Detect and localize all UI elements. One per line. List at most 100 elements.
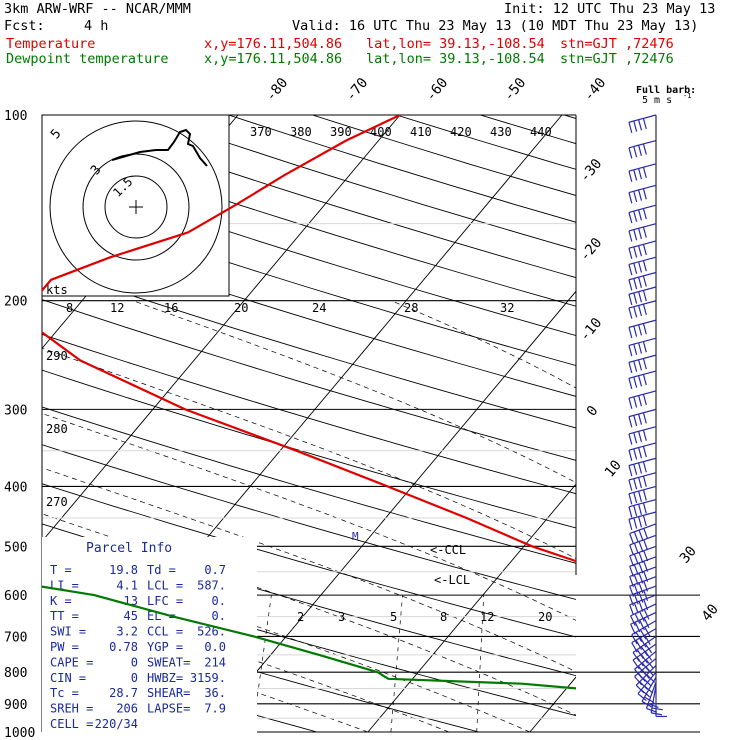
wind-barb-flag	[635, 639, 643, 650]
wind-barb-flag	[643, 609, 650, 620]
wind-barb-staff	[628, 457, 657, 467]
parcel-row-label: YGP =	[147, 640, 183, 654]
wind-barb-staff	[641, 676, 657, 702]
dry-adiabat	[732, 115, 740, 732]
wind-barb	[628, 319, 657, 339]
wind-barb	[628, 472, 657, 491]
isotherm-label: 0	[584, 403, 602, 420]
parcel-row-value: 214	[204, 655, 226, 669]
wind-barb-flag	[642, 358, 647, 370]
wind-barb-flag	[642, 260, 647, 272]
wind-barb-staff	[629, 523, 657, 535]
wind-barb	[628, 354, 657, 374]
wind-barb-flag	[638, 261, 643, 273]
wind-barb	[629, 534, 657, 556]
wind-barb-flag	[643, 617, 650, 629]
wind-barb-flag	[638, 277, 643, 288]
wind-barb	[629, 556, 657, 577]
parcel-row-value: 28.7	[109, 686, 138, 700]
wind-barb-flag	[638, 529, 644, 541]
wind-barb-flag	[638, 541, 644, 553]
wind-barb-flag	[628, 294, 633, 306]
wind-barb-flag	[628, 465, 633, 477]
wind-barb-staff	[631, 628, 657, 644]
parcel-row-label: CCL =	[147, 625, 183, 639]
wind-barb-flag	[642, 226, 647, 238]
wind-barb-flag	[638, 168, 643, 180]
wind-barb-staff	[628, 319, 657, 328]
pressure-tick-label: 900	[4, 698, 27, 713]
wind-barbs	[628, 114, 667, 718]
wind-barb	[628, 256, 657, 276]
wind-barb-flag	[628, 212, 633, 224]
forecast-hour: 4 h	[84, 18, 109, 34]
wind-barb-flag	[643, 590, 649, 602]
temperature-station: stn=GJT ,72476	[560, 36, 674, 52]
wind-barb-flag	[640, 653, 649, 664]
wind-barb-flag	[628, 264, 633, 276]
wind-barb-flag	[638, 431, 643, 443]
dry-adiabat	[42, 333, 576, 495]
wind-barb-flag	[642, 303, 647, 315]
dewpoint-latlon: lat,lon= 39.13,-108.54	[366, 51, 545, 67]
wind-barb-flag	[632, 652, 640, 662]
dry-adiabat	[42, 299, 576, 461]
wind-barb-flag	[642, 118, 647, 130]
theta-label: 430	[490, 125, 512, 139]
pressure-tick-label: 500	[4, 540, 27, 555]
temperature-legend-label: Temperature	[6, 36, 96, 52]
ccl-marker: <-CCL	[430, 543, 466, 557]
isotherm-line	[692, 115, 740, 732]
wind-barb-staff	[628, 114, 657, 123]
hodograph: 5 3 1.5 kts	[41, 114, 230, 297]
wind-barb-flag	[629, 595, 635, 607]
parcel-row-label: Tc =	[50, 686, 79, 700]
parcel-row-value: 7.9	[204, 702, 226, 716]
parcel-row-value: 220/34	[95, 717, 138, 731]
wind-barb-flag	[629, 544, 635, 556]
wind-barb	[628, 498, 657, 518]
wind-barb-flag	[629, 604, 635, 616]
hodograph-ring	[104, 175, 168, 239]
wind-barb-flag	[642, 275, 647, 287]
pressure-tick-label: 600	[4, 589, 27, 604]
wind-barb-staff	[629, 534, 657, 546]
hodograph-ring	[49, 120, 223, 294]
wind-barb-flag	[640, 646, 649, 657]
wind-barb-flag	[634, 613, 641, 624]
wind-barb-flag	[642, 429, 647, 441]
wind-barb-flag	[633, 415, 638, 427]
wind-barb-flag	[633, 542, 639, 554]
wind-barb-staff	[628, 300, 657, 309]
wind-barb-staff	[628, 498, 657, 508]
wind-barb-flag	[638, 189, 643, 201]
isotherm-label: -70	[343, 75, 372, 105]
wind-barb-flag	[633, 505, 638, 517]
wind-barb	[629, 523, 657, 545]
wind-barb-flag	[633, 229, 638, 241]
wind-barb-flag	[634, 676, 643, 686]
moist-adiabat	[391, 300, 576, 389]
wind-barb	[628, 163, 657, 182]
wind-barb-flag	[651, 707, 663, 711]
wind-barb-flag	[638, 145, 643, 156]
theta-label: 410	[410, 125, 432, 139]
parcel-row-label: LFC =	[147, 594, 183, 608]
wind-barb-staff	[628, 485, 657, 495]
wind-barb-flag	[633, 278, 638, 290]
hodograph-speed-label: 16	[164, 301, 178, 315]
wind-barb-flag	[643, 539, 649, 551]
hodograph-speed-label: 24	[312, 301, 326, 315]
wind-barb	[628, 286, 657, 306]
wind-barb-staff	[628, 139, 657, 149]
theta-label: 400	[370, 125, 392, 139]
wind-barb	[628, 511, 657, 531]
wind-barb-flag	[633, 517, 638, 529]
parcel-row-label: SHEAR=	[147, 686, 190, 700]
wind-barb-flag	[642, 412, 647, 424]
isotherm-label: 10	[602, 457, 625, 480]
mixing-ratio-label: 20	[538, 610, 552, 624]
wind-barb-staff	[628, 390, 657, 399]
wind-barb-flag	[642, 188, 647, 200]
wind-barb-flag	[635, 631, 643, 642]
